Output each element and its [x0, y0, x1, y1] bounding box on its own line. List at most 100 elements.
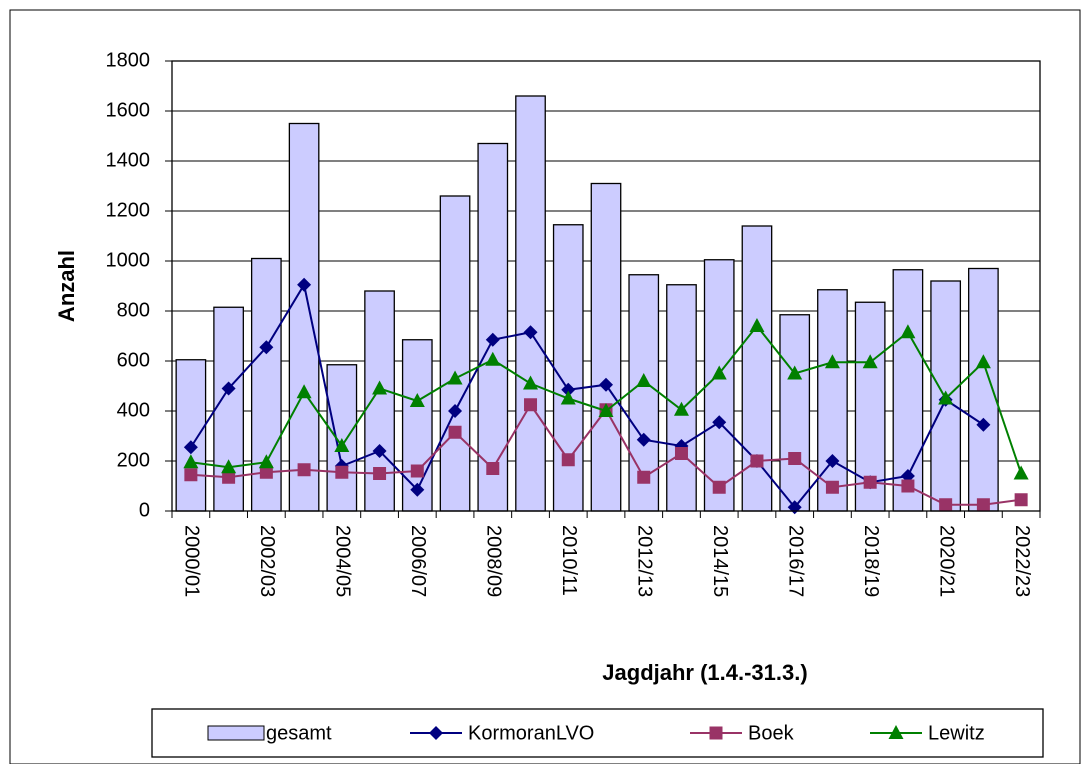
bar — [552, 224, 584, 512]
bar — [439, 195, 471, 512]
point-marker — [862, 354, 878, 369]
point-marker — [258, 454, 274, 469]
x-tick-label: 2006/07 — [407, 525, 429, 597]
point-marker — [373, 467, 387, 480]
point-marker — [448, 425, 462, 439]
point-marker — [297, 463, 311, 477]
point-marker — [636, 373, 652, 387]
point-marker — [975, 354, 991, 369]
point-marker — [296, 384, 312, 399]
y-tick-label: 1600 — [106, 99, 151, 121]
x-tick-label: 2004/05 — [332, 525, 354, 597]
point-marker — [560, 390, 576, 405]
bar — [515, 95, 546, 512]
point-marker — [561, 382, 576, 397]
x-tick-label: 2018/19 — [860, 525, 882, 597]
point-marker — [410, 482, 425, 497]
point-marker — [259, 340, 274, 355]
point-marker — [259, 465, 273, 479]
point-marker — [825, 480, 839, 494]
y-tick-label: 0 — [139, 499, 150, 521]
bar — [326, 364, 358, 512]
point-marker — [863, 475, 877, 489]
point-marker — [976, 498, 990, 512]
point-marker — [599, 377, 613, 392]
point-marker — [221, 381, 236, 396]
bar — [477, 142, 509, 512]
point-marker — [637, 470, 651, 484]
point-marker — [711, 365, 727, 380]
y-tick-label: 600 — [117, 349, 150, 371]
point-marker — [335, 465, 349, 479]
point-marker — [598, 403, 614, 417]
point-marker — [486, 462, 500, 475]
point-marker — [825, 454, 840, 468]
point-marker — [1014, 493, 1028, 507]
point-marker — [372, 380, 388, 395]
point-marker — [524, 398, 538, 412]
point-marker — [184, 468, 198, 482]
y-tick-label: 1200 — [106, 199, 151, 221]
point-marker — [749, 318, 765, 332]
legend-marker — [429, 726, 443, 740]
point-marker — [712, 415, 727, 430]
point-marker — [183, 454, 199, 469]
x-tick-label: 2010/11 — [558, 525, 580, 596]
legend-label: gesamt — [266, 722, 332, 744]
y-tick-label: 1000 — [106, 249, 151, 271]
bar — [590, 182, 622, 512]
x-tick-label: 2020/21 — [935, 525, 957, 597]
x-tick-label: 2000/01 — [181, 525, 203, 597]
bar — [968, 267, 999, 512]
y-tick-label: 200 — [117, 449, 150, 471]
point-marker — [1013, 465, 1029, 480]
point-marker — [523, 325, 538, 340]
bar — [779, 314, 811, 512]
point-marker — [824, 354, 840, 369]
x-tick-label: 2012/13 — [633, 525, 655, 597]
x-tick-label: 2008/09 — [483, 525, 505, 597]
y-tick-label: 1800 — [106, 49, 151, 71]
x-tick-label: 2022/23 — [1011, 525, 1033, 597]
point-marker — [447, 370, 463, 385]
point-marker — [788, 452, 802, 465]
bar — [288, 122, 320, 512]
point-marker — [673, 401, 689, 416]
point-marker — [901, 479, 915, 493]
bar — [703, 259, 735, 512]
legend-swatch — [207, 725, 265, 741]
point-marker — [221, 459, 237, 474]
point-marker — [409, 393, 425, 407]
legend-marker — [888, 725, 904, 739]
point-marker — [900, 324, 916, 339]
x-tick-label: 2016/17 — [784, 525, 806, 597]
x-axis-label: Jagdjahr (1.4.-31.3.) — [602, 660, 807, 685]
legend-label: Boek — [748, 722, 795, 744]
point-marker — [448, 404, 463, 418]
x-tick-label: 2002/03 — [256, 525, 278, 597]
point-marker — [485, 332, 500, 347]
point-marker — [750, 454, 764, 468]
y-axis-label: Anzahl — [54, 250, 79, 322]
point-marker — [372, 444, 387, 458]
point-marker — [523, 375, 539, 390]
point-marker — [334, 438, 350, 452]
legend-label: KormoranLVO — [468, 722, 594, 744]
y-tick-label: 800 — [117, 299, 150, 321]
legend-marker — [709, 726, 723, 740]
point-marker — [938, 390, 954, 405]
point-marker — [712, 480, 726, 494]
point-marker — [485, 351, 501, 366]
y-tick-label: 1400 — [106, 149, 151, 171]
point-marker — [787, 365, 803, 380]
point-marker — [183, 440, 198, 455]
x-tick-label: 2014/15 — [709, 525, 731, 597]
point-marker — [636, 432, 651, 447]
point-marker — [410, 464, 424, 478]
bar — [175, 359, 207, 512]
point-marker — [674, 447, 688, 460]
point-marker — [561, 453, 575, 467]
point-marker — [222, 470, 236, 484]
y-tick-label: 400 — [117, 399, 150, 421]
